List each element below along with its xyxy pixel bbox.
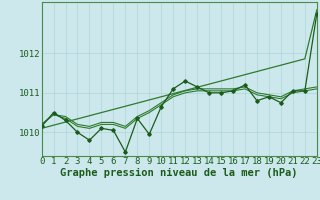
- X-axis label: Graphe pression niveau de la mer (hPa): Graphe pression niveau de la mer (hPa): [60, 168, 298, 178]
